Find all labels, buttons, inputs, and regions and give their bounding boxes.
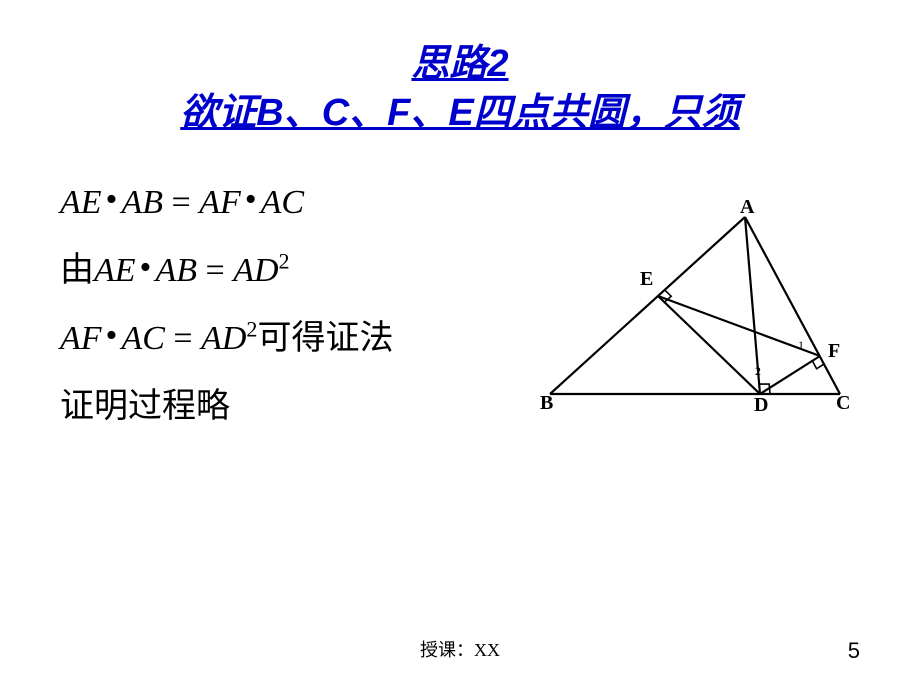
math-block: AE•AB = AF•AC由AE•AB = AD2AF•AC = AD2可得证法… <box>60 169 540 441</box>
title-line-1: 思路2 <box>60 40 860 89</box>
page-number: 5 <box>848 638 860 664</box>
diagram-svg: 1 2 A B C D E F <box>540 199 860 419</box>
svg-text:1: 1 <box>798 338 804 352</box>
triangle-figure: 1 2 A B C D E F <box>540 199 860 424</box>
math-line-0: AE•AB = AF•AC <box>60 169 540 237</box>
title-line-2: 欲证B、C、F、E四点共圆，只须 <box>60 89 860 138</box>
content-row: AE•AB = AF•AC由AE•AB = AD2AF•AC = AD2可得证法… <box>60 169 860 441</box>
svg-text:E: E <box>640 268 653 290</box>
svg-text:F: F <box>828 340 840 362</box>
svg-text:D: D <box>754 394 768 416</box>
math-line-3: 证明过程略 <box>60 373 540 441</box>
svg-text:B: B <box>540 392 553 414</box>
math-line-1: 由AE•AB = AD2 <box>60 237 540 305</box>
slide: 思路2 欲证B、C、F、E四点共圆，只须 AE•AB = AF•AC由AE•AB… <box>0 0 920 690</box>
footer-text: 授课：XX <box>0 636 920 662</box>
math-line-2: AF•AC = AD2可得证法 <box>60 305 540 373</box>
svg-text:C: C <box>836 392 850 414</box>
slide-title: 思路2 欲证B、C、F、E四点共圆，只须 <box>60 40 860 139</box>
svg-text:2: 2 <box>755 364 761 378</box>
svg-text:A: A <box>740 199 755 218</box>
